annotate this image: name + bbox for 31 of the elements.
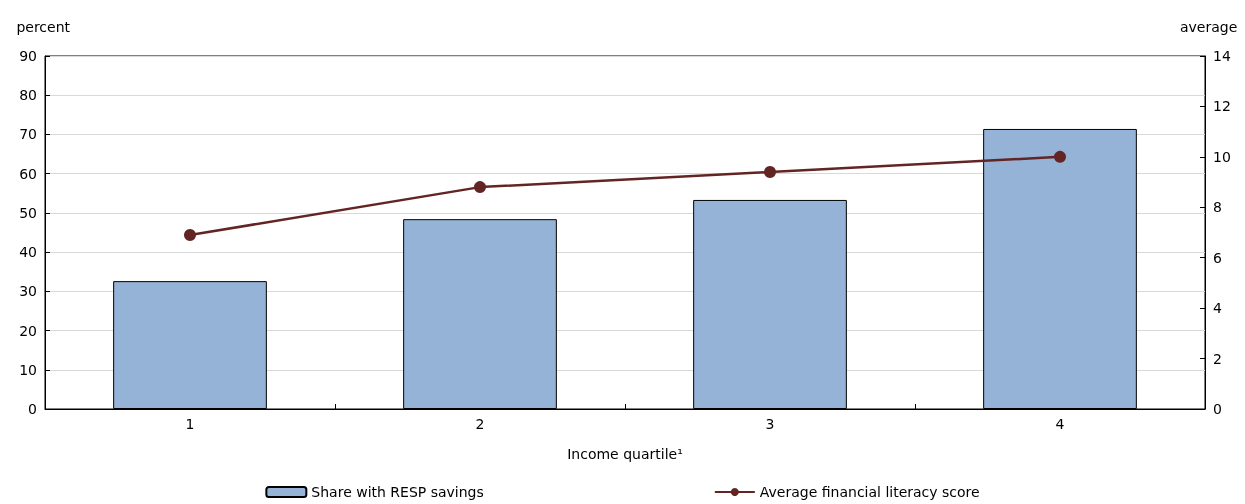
y-tick-label: 70 — [19, 126, 37, 143]
y-tick-label: 40 — [19, 244, 37, 261]
legend-label: Average financial literacy score — [759, 484, 980, 500]
y-tick-label: 90 — [19, 48, 37, 64]
y-tick-label: 10 — [19, 361, 37, 378]
legend-label: Share with RESP savings — [311, 484, 484, 500]
point — [1054, 150, 1066, 163]
y2-tick-label: 6 — [1213, 249, 1222, 266]
x-axis-title: Income quartile¹ — [567, 446, 683, 462]
y-tick-label: 0 — [28, 401, 37, 417]
x-tick-label: 3 — [765, 416, 775, 432]
y-axis-title: percent — [16, 19, 71, 35]
y2-tick-label: 4 — [1213, 300, 1222, 317]
y-tick-label: 80 — [19, 87, 37, 104]
point — [474, 181, 486, 194]
x-tick-label: 4 — [1055, 416, 1065, 432]
y-tick-label: 30 — [19, 283, 37, 300]
y2-axis-title: average — [1180, 19, 1238, 35]
point — [764, 165, 776, 178]
y-tick-label: 60 — [19, 165, 37, 182]
y-tick-label: 20 — [19, 322, 37, 339]
y2-tick-label: 8 — [1213, 199, 1222, 216]
y-tick-label: 50 — [19, 204, 37, 221]
point — [184, 229, 196, 242]
x-tick-label: 1 — [185, 416, 195, 432]
y2-tick-label: 2 — [1213, 350, 1222, 367]
y2-tick-label: 14 — [1213, 48, 1231, 64]
y2-tick-label: 10 — [1213, 148, 1231, 165]
y2-tick-label: 12 — [1213, 98, 1231, 115]
x-tick-label: 2 — [475, 416, 485, 432]
y2-tick-label: 0 — [1213, 401, 1222, 417]
